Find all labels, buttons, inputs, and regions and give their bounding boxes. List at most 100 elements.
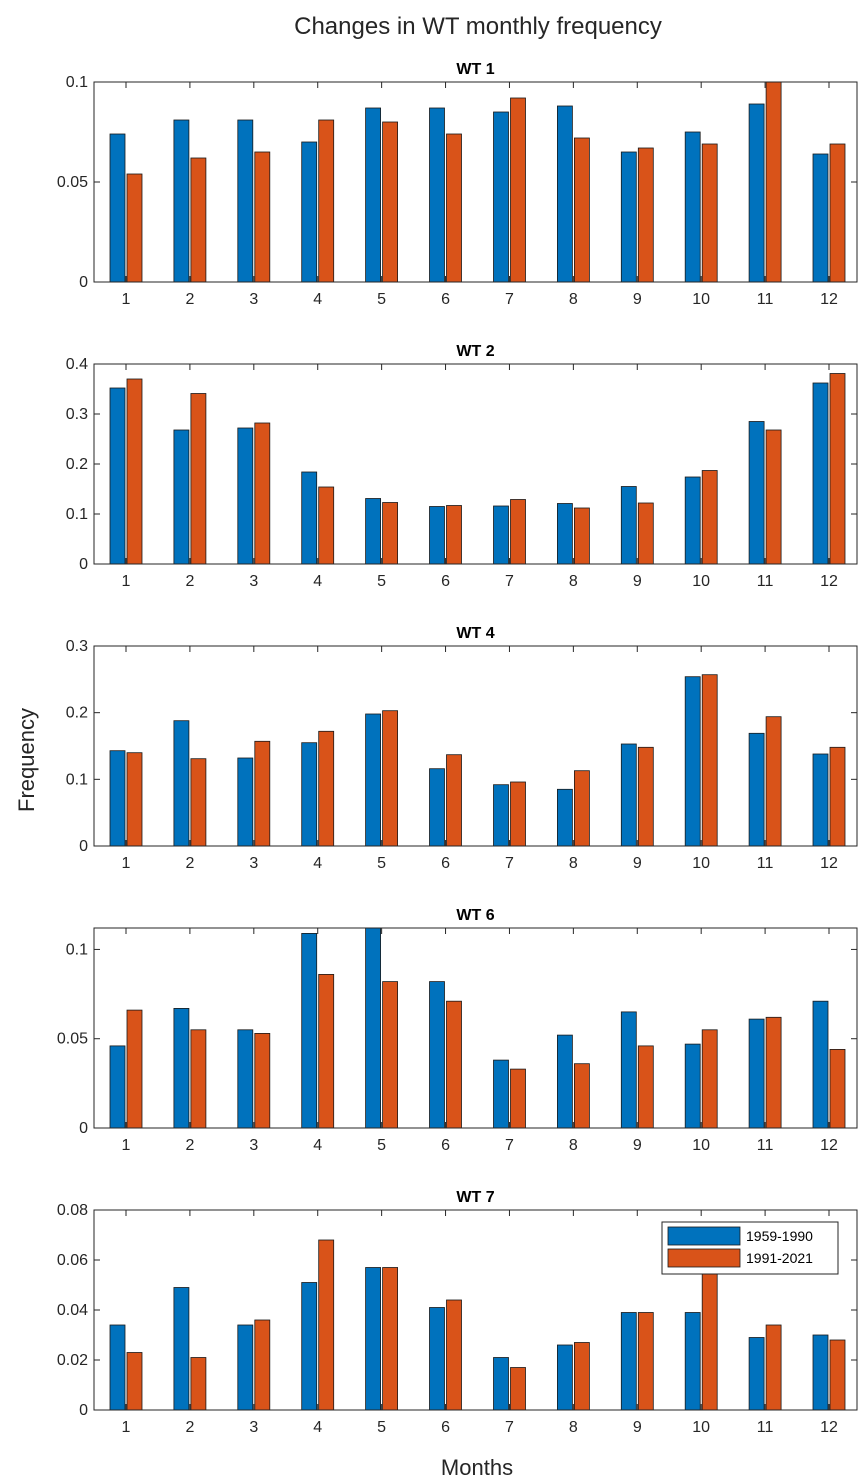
bar-series1-month-3 xyxy=(237,1324,254,1411)
bar-series1-month-12 xyxy=(812,153,829,283)
x-tick-label: 10 xyxy=(692,291,710,308)
x-tick-label: 1 xyxy=(122,573,131,590)
bar-series1-month-7 xyxy=(493,1357,509,1411)
x-tick-label: 6 xyxy=(441,291,450,308)
bar-series2-month-11 xyxy=(765,1324,782,1411)
bar-series1-month-4 xyxy=(301,471,318,565)
x-tick-label: 11 xyxy=(757,291,774,308)
bar-series1-month-1 xyxy=(109,1045,126,1129)
y-tick-label: 0.08 xyxy=(57,1202,88,1219)
plot-frame xyxy=(93,363,858,565)
bar-series2-month-2 xyxy=(190,758,207,847)
bar-series2-month-10 xyxy=(701,1272,718,1411)
x-tick-label: 2 xyxy=(185,573,194,590)
y-tick-label: 0 xyxy=(79,274,88,291)
x-tick-label: 11 xyxy=(757,1419,774,1436)
bar-series2-month-6 xyxy=(446,1000,462,1129)
x-tick-label: 10 xyxy=(692,573,710,590)
bar-series2-month-4 xyxy=(318,1239,335,1411)
bar-series1-month-1 xyxy=(109,133,126,283)
bar-series1-month-12 xyxy=(812,382,829,565)
bar-series2-month-10 xyxy=(701,674,718,847)
bar-series2-month-5 xyxy=(382,1267,399,1411)
bar-series1-month-10 xyxy=(684,131,701,283)
bar-series2-month-4 xyxy=(318,486,335,565)
x-tick-label: 2 xyxy=(185,1137,194,1154)
bar-series1-month-3 xyxy=(237,119,254,283)
x-tick-label: 12 xyxy=(820,855,838,872)
x-tick-label: 7 xyxy=(505,855,514,872)
x-tick-label: 9 xyxy=(633,1419,642,1436)
bar-series1-month-2 xyxy=(173,1008,190,1129)
y-tick-label: 0.4 xyxy=(66,356,88,373)
bar-series2-month-2 xyxy=(190,1357,207,1411)
panel-wt-7: WT 700.020.040.060.081 2 3 4 5 6 7 8 9 10 11 121959… xyxy=(57,1189,858,1436)
bar-series1-month-9 xyxy=(620,151,637,283)
bar-series1-month-1 xyxy=(109,750,126,847)
bar-series1-month-11 xyxy=(748,103,765,283)
bar-series1-month-10 xyxy=(684,676,701,847)
y-tick-label: 0.3 xyxy=(66,638,88,655)
x-tick-label: 12 xyxy=(820,1419,838,1436)
x-tick-label: 3 xyxy=(249,1419,258,1436)
bar-series2-month-3 xyxy=(254,422,271,565)
bar-series1-month-7 xyxy=(493,784,509,847)
x-tick-label: 2 xyxy=(185,291,194,308)
x-tick-label: 9 xyxy=(633,1137,642,1154)
x-tick-label: 7 xyxy=(505,573,514,590)
bar-series1-month-1 xyxy=(109,387,126,565)
x-tick-label: 8 xyxy=(569,1419,578,1436)
bar-series2-month-6 xyxy=(446,505,462,565)
bar-series1-month-5 xyxy=(365,713,382,847)
bar-series1-month-6 xyxy=(429,107,445,283)
x-tick-label: 9 xyxy=(633,291,642,308)
bar-series2-month-8 xyxy=(574,507,590,565)
x-tick-label: 4 xyxy=(313,1419,322,1436)
x-tick-label: 3 xyxy=(249,855,258,872)
bar-series1-month-7 xyxy=(493,1059,509,1129)
bar-series2-month-11 xyxy=(765,429,782,565)
bar-series1-month-7 xyxy=(493,111,509,283)
bar-series1-month-2 xyxy=(173,1287,190,1411)
y-tick-label: 0 xyxy=(79,1402,88,1419)
bar-series1-month-4 xyxy=(301,742,318,847)
x-tick-label: 1 xyxy=(122,291,131,308)
x-tick-label: 8 xyxy=(569,855,578,872)
bar-series1-month-6 xyxy=(429,1307,445,1411)
bar-series1-month-9 xyxy=(620,1011,637,1129)
x-tick-label: 11 xyxy=(757,573,774,590)
bar-series1-month-11 xyxy=(748,732,765,847)
bar-series2-month-5 xyxy=(382,121,399,283)
x-tick-label: 5 xyxy=(377,1419,386,1436)
bar-series1-month-4 xyxy=(301,933,318,1129)
y-tick-label: 0.04 xyxy=(57,1302,88,1319)
y-tick-label: 0.05 xyxy=(57,1031,88,1048)
bar-series1-month-4 xyxy=(301,1282,318,1411)
panel-title: WT 2 xyxy=(456,343,494,360)
bar-series1-month-2 xyxy=(173,119,190,283)
bar-series2-month-12 xyxy=(829,1049,846,1129)
x-tick-label: 6 xyxy=(441,1419,450,1436)
x-tick-label: 11 xyxy=(757,855,774,872)
bar-series1-month-8 xyxy=(557,788,573,847)
x-tick-label: 12 xyxy=(820,1137,838,1154)
bar-series2-month-1 xyxy=(126,752,143,847)
x-axis-label: Months xyxy=(441,1455,513,1480)
bar-series2-month-8 xyxy=(574,1342,590,1411)
panel-title: WT 6 xyxy=(456,907,494,924)
bar-series2-month-10 xyxy=(701,143,718,283)
bar-series2-month-12 xyxy=(829,143,846,283)
bar-series1-month-10 xyxy=(684,476,701,565)
x-tick-label: 11 xyxy=(757,1137,774,1154)
bar-series2-month-7 xyxy=(510,1068,526,1129)
bar-series2-month-7 xyxy=(510,1367,526,1411)
bar-series1-month-12 xyxy=(812,1334,829,1411)
x-tick-label: 6 xyxy=(441,573,450,590)
legend-label-1: 1959-1990 xyxy=(746,1228,813,1244)
bar-series1-month-9 xyxy=(620,486,637,565)
legend-swatch-2 xyxy=(667,1248,741,1268)
bar-series2-month-12 xyxy=(829,746,846,847)
bar-series1-month-12 xyxy=(812,753,829,847)
x-tick-label: 12 xyxy=(820,291,838,308)
